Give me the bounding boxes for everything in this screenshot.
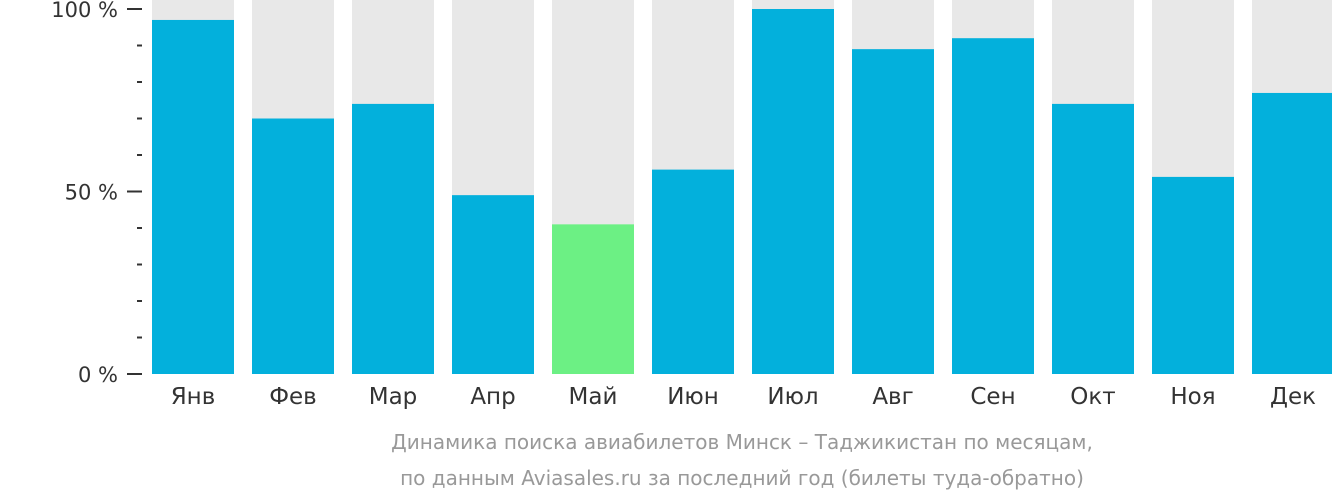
x-tick-label: Апр <box>470 384 515 410</box>
bar <box>552 224 634 374</box>
x-tick-label: Июл <box>767 384 818 410</box>
y-axis: 0 % 50 % 100 % <box>51 0 142 387</box>
x-tick-label: Июн <box>667 384 719 410</box>
bar <box>452 195 534 374</box>
bar-chart: 0 % 50 % 100 % Янв Фев Мар Апр Май Июн Июл Авг Сен… <box>51 0 1332 410</box>
x-tick-label: Ноя <box>1170 384 1215 410</box>
caption-line-2: по данным Aviasales.ru за последний год … <box>400 466 1084 490</box>
bar <box>1252 92 1332 374</box>
bar <box>852 49 934 375</box>
x-tick-label: Сен <box>970 384 1015 410</box>
bar <box>252 118 334 374</box>
bar <box>752 9 834 374</box>
x-axis-labels: Янв Фев Мар Апр Май Июн Июл Авг Сен Окт Ноя Дек <box>171 384 1316 410</box>
bars <box>152 9 1332 375</box>
bar <box>1052 103 1134 375</box>
caption-line-1: Динамика поиска авиабилетов Минск – Тадж… <box>391 430 1093 454</box>
x-tick-label: Дек <box>1270 384 1316 410</box>
bar <box>352 103 434 375</box>
bar <box>152 19 234 374</box>
x-tick-label: Авг <box>872 384 913 410</box>
bar <box>652 169 734 374</box>
y-tick-label: 0 % <box>78 363 118 387</box>
y-tick-label: 100 % <box>51 0 118 22</box>
x-tick-label: Янв <box>171 384 216 410</box>
x-tick-label: Мар <box>369 384 418 410</box>
x-tick-label: Окт <box>1070 384 1115 410</box>
x-tick-label: Фев <box>269 384 317 410</box>
x-tick-label: Май <box>569 384 618 410</box>
bar <box>952 38 1034 374</box>
bar <box>1152 176 1234 374</box>
y-tick-label: 50 % <box>65 181 118 205</box>
